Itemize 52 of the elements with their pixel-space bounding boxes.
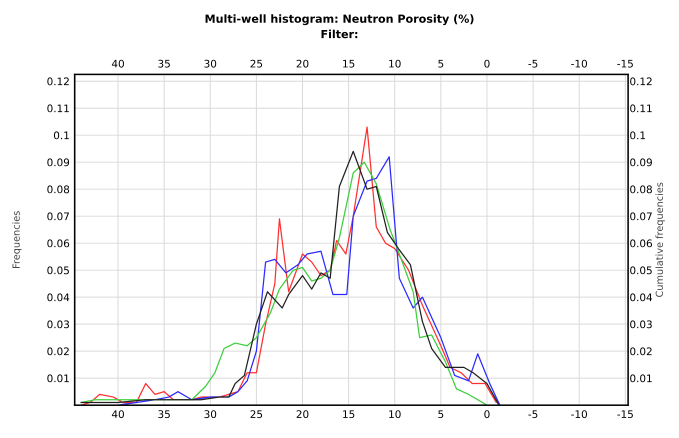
y-tick-label: 0.1 (54, 131, 69, 140)
y2-tick-label: 0.09 (630, 158, 652, 166)
x2-tick-label: -15 (617, 60, 633, 68)
x2-tick-label: 0 (484, 60, 490, 68)
x2-tick-label: -10 (571, 60, 588, 68)
y-tick-label: 0.03 (47, 320, 69, 328)
y2-tick-label: 0.12 (630, 77, 652, 86)
y-tick-label: 0.02 (47, 347, 69, 356)
x-tick-label: 15 (343, 410, 354, 418)
x-tick-label: 40 (112, 410, 124, 418)
x-tick-label: 0 (484, 410, 490, 418)
y2-tick-label: 0.04 (630, 293, 652, 302)
y-tick-label: 0.09 (47, 158, 70, 166)
x-tick-label: 25 (250, 410, 262, 418)
y2-tick-label: 0.02 (630, 347, 652, 356)
y-axis-title: Frequencies (12, 211, 22, 268)
x2-tick-label: 5 (438, 60, 444, 68)
x-tick-label: 20 (296, 410, 308, 418)
y2-tick-label: 0.08 (630, 185, 652, 194)
y-tick-label: 0.04 (47, 293, 70, 302)
y-tick-label: 0.05 (47, 266, 69, 274)
y2-tick-label: 0.03 (630, 320, 652, 328)
y-tick-label: 0.08 (47, 185, 70, 194)
y2-tick-label: 0.06 (630, 239, 652, 248)
x-tick-label: 35 (158, 410, 170, 418)
x2-tick-label: 20 (296, 60, 308, 68)
x2-tick-label: 15 (343, 60, 354, 68)
y2-axis-title: Cumulative frequencies (655, 182, 665, 297)
x2-tick-label: 10 (389, 60, 401, 68)
y-tick-label: 0.11 (47, 104, 69, 112)
y-tick-label: 0.12 (47, 77, 69, 86)
y2-tick-label: 0.01 (630, 374, 652, 382)
x-tick-label: 5 (438, 410, 444, 418)
x-tick-label: -10 (571, 410, 588, 418)
x2-tick-label: 40 (112, 60, 124, 68)
x-tick-label: -5 (528, 410, 538, 418)
x-tick-label: 30 (204, 410, 216, 418)
x-tick-label: -15 (617, 410, 633, 418)
y-tick-label: 0.07 (47, 212, 69, 220)
y2-tick-label: 0.1 (630, 131, 646, 140)
y2-tick-label: 0.11 (630, 104, 652, 112)
y2-tick-label: 0.07 (630, 212, 652, 220)
x2-tick-label: 25 (250, 60, 262, 68)
chart-title: Multi-well histogram: Neutron Porosity (%) (206, 14, 474, 26)
x2-tick-label: -5 (528, 60, 538, 68)
y-tick-label: 0.01 (47, 374, 69, 382)
x-tick-label: 10 (389, 410, 401, 418)
y2-tick-label: 0.05 (630, 266, 652, 274)
x2-tick-label: 30 (204, 60, 216, 68)
x2-tick-label: 35 (158, 60, 170, 68)
y-tick-label: 0.06 (47, 239, 70, 248)
chart-subtitle: Filter: (322, 30, 358, 38)
